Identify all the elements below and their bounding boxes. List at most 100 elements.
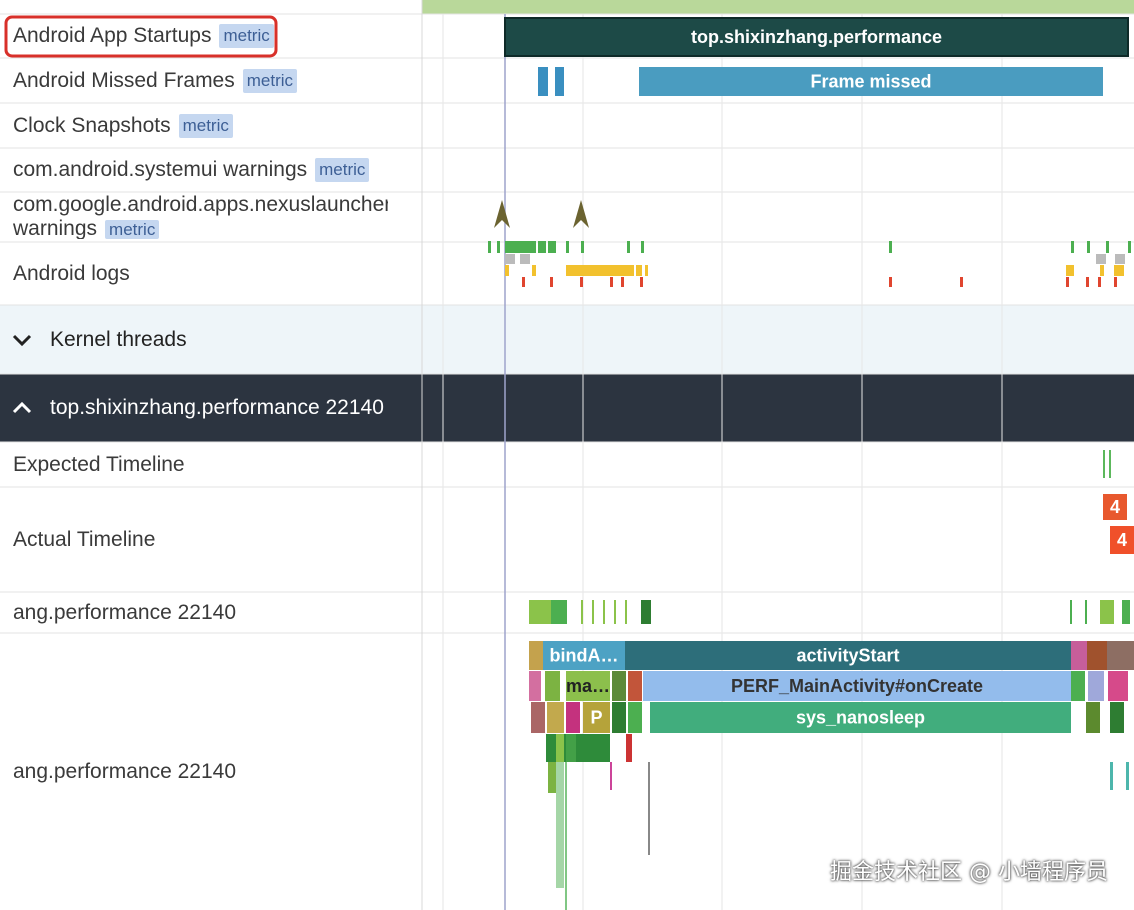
track-name: ang.performance 22140 [13,600,236,624]
log-mark [538,241,546,253]
log-mark [505,254,515,264]
slice-label: P [590,707,602,727]
state-mark [1122,600,1130,624]
log-mark [1106,241,1109,253]
slice-label: activityStart [796,645,899,665]
slice [650,702,1071,733]
log-mark [488,241,491,253]
track-label: Android App Startups metric [13,14,408,58]
slice [639,67,1103,96]
state-mark [614,600,616,624]
log-mark [1114,277,1117,287]
kernel-bg [0,305,1134,374]
slice [648,762,650,855]
metric-badge: metric [242,68,298,93]
marker [573,200,589,228]
process-header-bg [0,374,1134,442]
slice [643,671,1071,701]
metric-badge: metric [219,24,274,48]
highlight-box [4,15,278,58]
slice-label: ma… [566,676,610,696]
log-mark [1128,241,1131,253]
state-mark [592,600,594,624]
log-mark [1100,265,1104,276]
log-mark [627,241,630,253]
slice [556,734,564,762]
track-label: Actual Timeline [13,487,408,592]
slice [612,671,626,701]
log-mark [505,241,513,253]
expected-mark [1109,450,1111,478]
slice-label: Frame missed [810,71,931,91]
log-mark [528,241,536,253]
slice-label: bindA… [550,645,619,665]
state-mark [1070,600,1072,624]
log-mark [520,241,528,253]
slice [546,734,610,762]
track-label: Clock Snapshots metric [13,103,408,148]
slice [628,671,642,701]
track-label: ang.performance 22140 [13,633,408,910]
track-label: Android logs [13,242,408,305]
slice [529,641,543,670]
state-mark [581,600,583,624]
slice [545,671,560,701]
chevron-down[interactable] [0,330,50,350]
slice-border [504,17,1129,57]
slice [538,67,548,96]
slice [556,762,564,888]
track-name: Android logs [13,261,130,285]
slice [1126,762,1129,790]
track-label: com.google.android.apps.nexuslauncher wa… [13,192,388,239]
slice [1086,702,1100,733]
log-mark [640,277,643,287]
log-mark [1096,254,1106,264]
state-mark [1085,600,1087,624]
track-name: Android Missed Frames [13,68,235,92]
log-mark [1066,277,1069,287]
chevron-up[interactable] [0,398,50,418]
track-name: Android App Startups [13,24,212,47]
log-mark [645,265,648,276]
log-mark [1114,265,1124,276]
track-name: com.google.android.apps.nexuslauncher wa… [13,193,388,239]
state-mark [1100,600,1114,624]
group-title: Kernel threads [50,327,187,351]
log-mark [636,265,642,276]
track-label: Expected Timeline [13,442,408,487]
log-mark [1087,241,1090,253]
slice [548,762,556,793]
slice [1107,641,1134,670]
expected-mark [1103,450,1105,478]
slice [547,702,564,733]
log-mark [505,265,509,276]
slice [1071,641,1087,670]
slice [626,734,632,762]
slice [505,18,1128,56]
log-mark [497,241,500,253]
state-mark [529,600,551,624]
log-mark [889,241,892,253]
slice [543,641,625,670]
log-mark [566,265,634,276]
track-name: Clock Snapshots [13,113,171,137]
group-header[interactable]: top.shixinzhang.performance 22140 [0,374,1134,442]
track-name: com.android.systemui warnings [13,158,308,181]
log-mark [550,277,553,287]
state-mark [551,600,567,624]
log-mark [580,277,583,287]
log-mark [1098,277,1101,287]
group-header[interactable]: Kernel threads [0,305,1134,374]
state-mark [625,600,627,624]
slice-label: 4 [1117,530,1127,550]
log-mark [520,254,530,264]
track-label: ang.performance 22140 [13,592,408,633]
log-mark [1066,265,1074,276]
slice-label: 4 [1110,497,1120,517]
log-mark [610,277,613,287]
log-mark [1115,254,1125,264]
log-mark [522,277,525,287]
log-mark [1086,277,1089,287]
slice [529,671,541,701]
